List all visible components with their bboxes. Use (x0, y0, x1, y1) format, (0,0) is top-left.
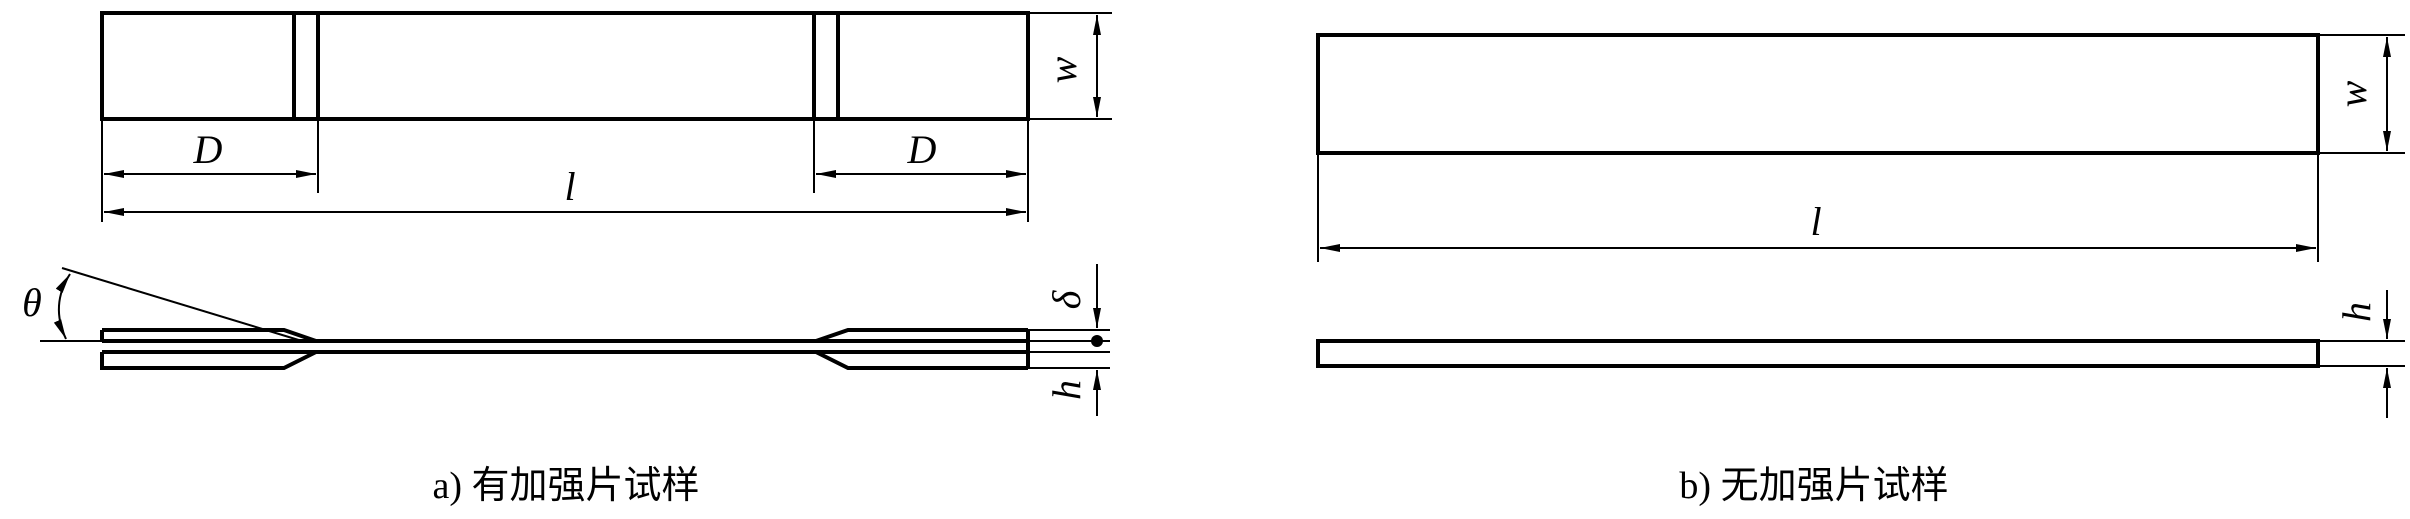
dimension-b-width: w (2318, 34, 2405, 154)
dimension-a-tab-length-right: D (816, 127, 1026, 178)
figure-a-side-view (100, 328, 1030, 370)
tab-right-lower (815, 350, 1028, 370)
figure-a-top-view (100, 11, 1030, 121)
specimen-a-outline (100, 11, 1030, 121)
dimension-a-tab-length-left: D (104, 127, 316, 178)
tab-right-upper (815, 328, 1030, 368)
specimen-b-outline (1316, 33, 2320, 155)
label-b-width: w (2330, 80, 2375, 107)
label-b-thickness: h (2334, 302, 2379, 322)
label-a-tab-thickness: δ (1044, 289, 1089, 309)
figure-a: w D D l (22, 11, 1112, 507)
dimension-b-thickness: h (2318, 290, 2405, 418)
dimension-a-length: l (104, 164, 1026, 216)
thickness-junction-dot (1091, 335, 1103, 347)
label-a-tab-length-right: D (907, 127, 937, 172)
label-a-length: l (564, 164, 575, 209)
dimension-b-length: l (1317, 153, 2319, 262)
extension-lines-a (101, 119, 1029, 222)
figure-b: w l h b) 无加强片试样 (1316, 33, 2405, 507)
label-a-thickness: h (1044, 380, 1089, 400)
caption-b: b) 无加强片试样 (1679, 465, 1948, 507)
dimension-a-bevel-angle: θ (22, 267, 303, 342)
specimen-b-side (1316, 339, 2320, 368)
label-a-bevel-angle: θ (22, 280, 42, 325)
tab-left-lower (100, 350, 317, 370)
label-b-length: l (1810, 199, 1821, 244)
dimension-a-thickness: δ h (1028, 264, 1110, 416)
label-a-tab-length-left: D (193, 127, 223, 172)
caption-a: a) 有加强片试样 (432, 465, 699, 507)
dimension-a-width: w (1028, 12, 1112, 120)
label-a-width: w (1040, 56, 1085, 83)
